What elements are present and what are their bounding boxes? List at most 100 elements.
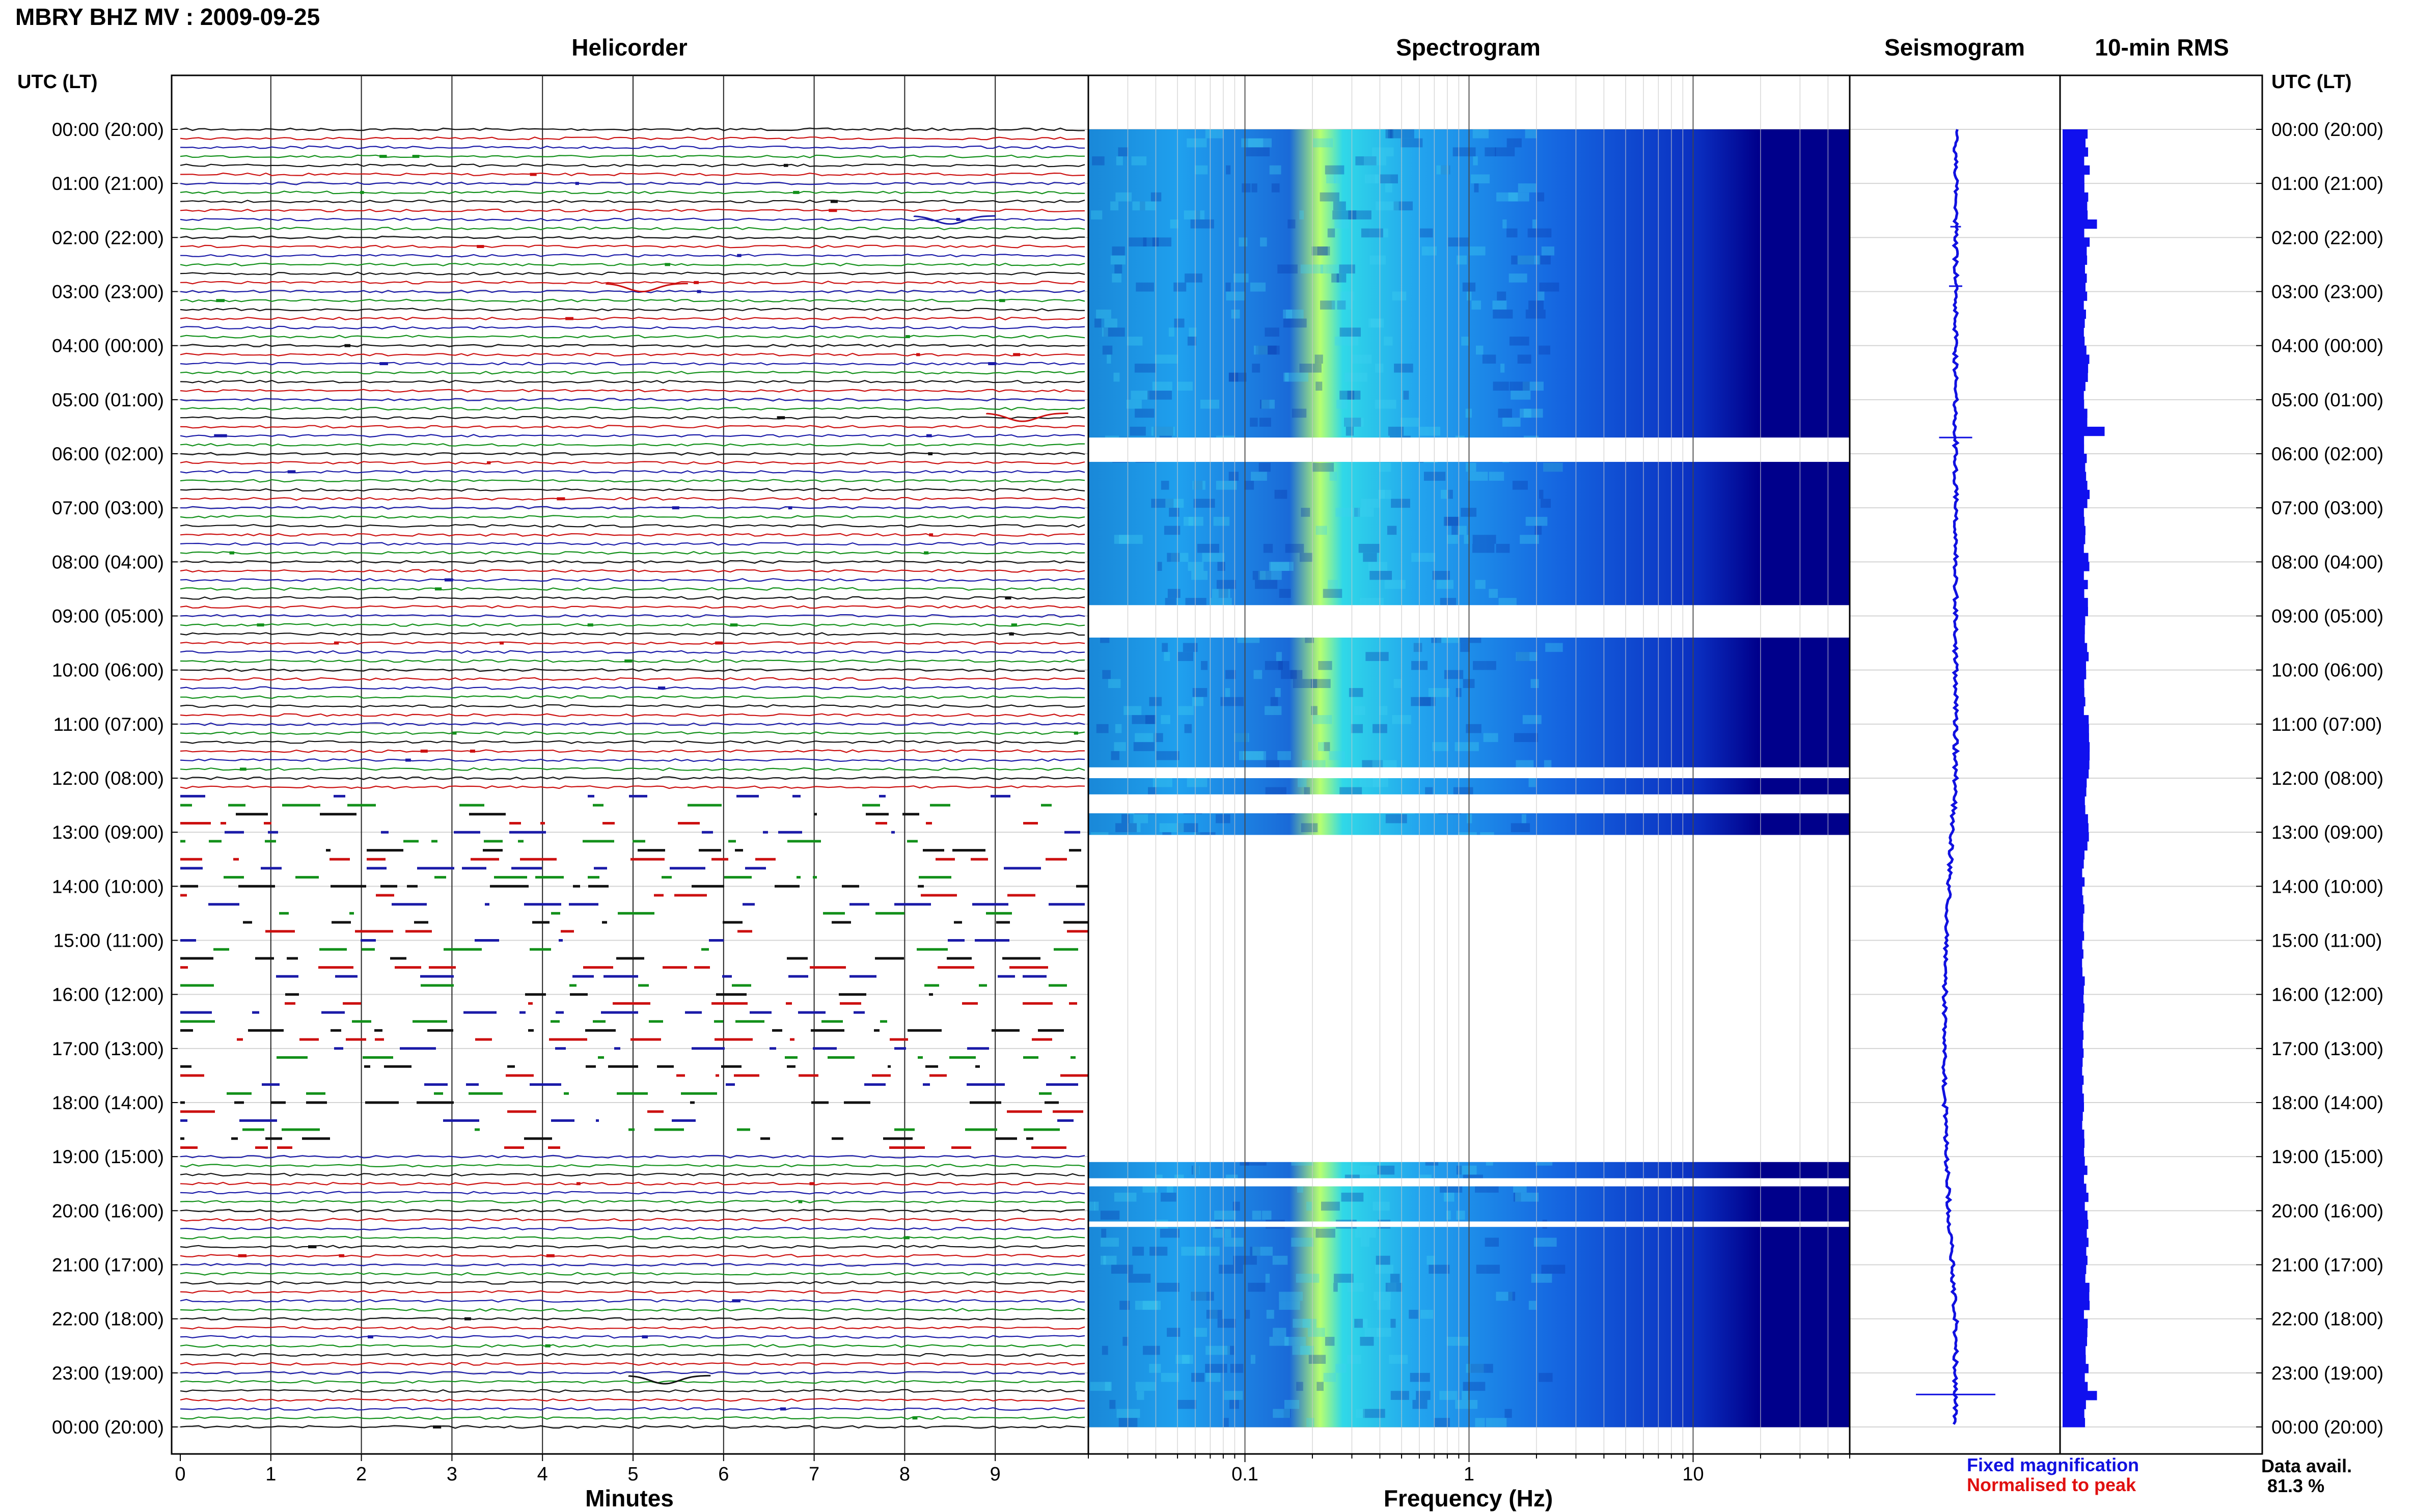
spectrogram-texture xyxy=(1177,652,1194,661)
spectrogram-texture xyxy=(1115,724,1122,733)
rms-bar xyxy=(2063,931,2084,941)
spectrogram-texture xyxy=(1418,697,1436,706)
spectrogram-texture xyxy=(1261,399,1275,409)
spectrogram-texture xyxy=(1472,543,1495,553)
spectrogram-texture xyxy=(1323,1372,1336,1382)
spectrogram-texture xyxy=(1101,1228,1107,1238)
spectrogram-texture xyxy=(1111,1264,1133,1274)
spectrogram-texture xyxy=(1112,246,1125,256)
spectrogram-texture xyxy=(1259,399,1270,409)
helicorder-trace xyxy=(180,308,1085,312)
spectrogram-texture xyxy=(1429,1264,1450,1274)
spectrogram-texture xyxy=(1173,282,1187,292)
spectrogram-texture xyxy=(1541,246,1554,256)
spectrogram-texture xyxy=(1307,1328,1325,1337)
spectrogram-texture xyxy=(1432,571,1450,580)
helicorder-trace xyxy=(180,281,1085,285)
spectrogram-texture xyxy=(1293,1318,1316,1328)
spectrogram-texture xyxy=(1103,1255,1117,1265)
spectrogram-texture xyxy=(1226,291,1246,301)
spectrogram-texture xyxy=(1230,1364,1244,1373)
spectrogram-texture xyxy=(1213,1228,1223,1238)
utc-tick-label-left: 04:00 (00:00) xyxy=(52,336,164,356)
spectrogram-texture xyxy=(1471,300,1482,310)
rms-bar xyxy=(2063,183,2084,193)
rms-bar xyxy=(2063,345,2087,355)
spectrogram-texture xyxy=(1372,147,1394,157)
rms-bar xyxy=(2063,1138,2085,1148)
spectrogram-texture xyxy=(1148,787,1157,796)
spectrogram-texture xyxy=(1476,1264,1500,1274)
rms-bar xyxy=(2063,1075,2084,1085)
spectrogram-texture xyxy=(1255,345,1277,355)
spectrogram-texture xyxy=(1279,589,1291,598)
spectrogram-texture xyxy=(1457,526,1467,535)
spectrogram-texture xyxy=(1393,679,1402,689)
rms-bar xyxy=(2063,760,2090,769)
utc-tick-label-right: 08:00 (04:00) xyxy=(2271,552,2383,572)
helicorder-blip xyxy=(956,217,961,221)
helicorder-trace xyxy=(180,596,1085,600)
spectrogram-texture xyxy=(1475,345,1484,355)
helicorder-trace xyxy=(180,1164,1085,1168)
rms-bar xyxy=(2063,1103,2084,1112)
rms-bar xyxy=(2063,1409,2084,1418)
rms-bar xyxy=(2063,282,2086,292)
helicorder-blip xyxy=(368,1335,373,1339)
spectrogram-texture xyxy=(1516,760,1534,769)
rms-bar xyxy=(2063,1021,2083,1031)
spectrogram-texture xyxy=(1528,778,1536,787)
helicorder-trace xyxy=(180,1425,1085,1429)
utc-tick-label-right: 23:00 (19:00) xyxy=(2271,1363,2383,1384)
rms-bar xyxy=(2063,904,2084,914)
rms-bar xyxy=(2063,1084,2082,1094)
spectrogram-texture xyxy=(1132,201,1156,211)
spectrogram-texture xyxy=(1428,688,1449,697)
spectrogram-texture xyxy=(1413,643,1422,652)
spectrogram-texture xyxy=(1088,1201,1095,1211)
spectrogram-texture xyxy=(1482,354,1496,364)
utc-tick-label-left: 23:00 (19:00) xyxy=(52,1363,164,1384)
helicorder-trace xyxy=(180,316,1085,321)
spectrogram-texture xyxy=(1331,273,1339,283)
helicorder-trace xyxy=(180,379,1085,384)
spectrogram-texture xyxy=(1283,309,1304,319)
rms-bar xyxy=(2063,1255,2088,1266)
spectrogram-texture xyxy=(1201,661,1208,670)
rms-plot xyxy=(2059,74,2263,1455)
spectrogram-texture xyxy=(1254,345,1268,355)
utc-tick-label-left: 00:00 (20:00) xyxy=(52,119,164,140)
spectrogram-texture xyxy=(1531,1274,1552,1283)
spectrogram-texture xyxy=(1229,1399,1239,1409)
helicorder-event xyxy=(913,215,996,225)
spectrogram-texture xyxy=(1458,1165,1477,1175)
spectrogram-texture xyxy=(1233,273,1249,283)
spectrogram-texture xyxy=(1443,1192,1455,1202)
spectrogram-texture xyxy=(1359,778,1380,787)
spectrogram-texture xyxy=(1470,1364,1493,1373)
spectrogram-texture xyxy=(1385,814,1407,823)
spectrogram-texture xyxy=(1100,1255,1106,1265)
spectrogram-texture xyxy=(1485,1238,1499,1247)
spectrogram-texture xyxy=(1216,481,1237,490)
spectrogram-texture xyxy=(1110,201,1119,211)
rms-bar xyxy=(2063,1328,2088,1337)
spectrogram-texture xyxy=(1530,679,1539,689)
spectrogram-texture xyxy=(1191,1372,1204,1382)
spectrogram-texture xyxy=(1224,1228,1231,1238)
utc-tick-label-right: 03:00 (23:00) xyxy=(2271,282,2383,303)
spectrogram-texture xyxy=(1224,1391,1243,1400)
rms-bar xyxy=(2063,796,2085,806)
spectrogram-texture xyxy=(1152,381,1172,391)
helicorder-trace xyxy=(180,1272,1085,1276)
helicorder-trace xyxy=(180,488,1085,492)
spectrogram-texture xyxy=(1390,1318,1396,1328)
utc-tick-label-left: 16:00 (12:00) xyxy=(52,984,164,1005)
spectrogram-texture xyxy=(1331,300,1353,310)
rms-bar xyxy=(2063,526,2086,535)
spectrogram-texture xyxy=(1102,345,1113,355)
rms-bar xyxy=(2063,210,2088,220)
spectrogram-texture xyxy=(1137,1391,1144,1400)
helicorder-trace xyxy=(180,398,1085,402)
